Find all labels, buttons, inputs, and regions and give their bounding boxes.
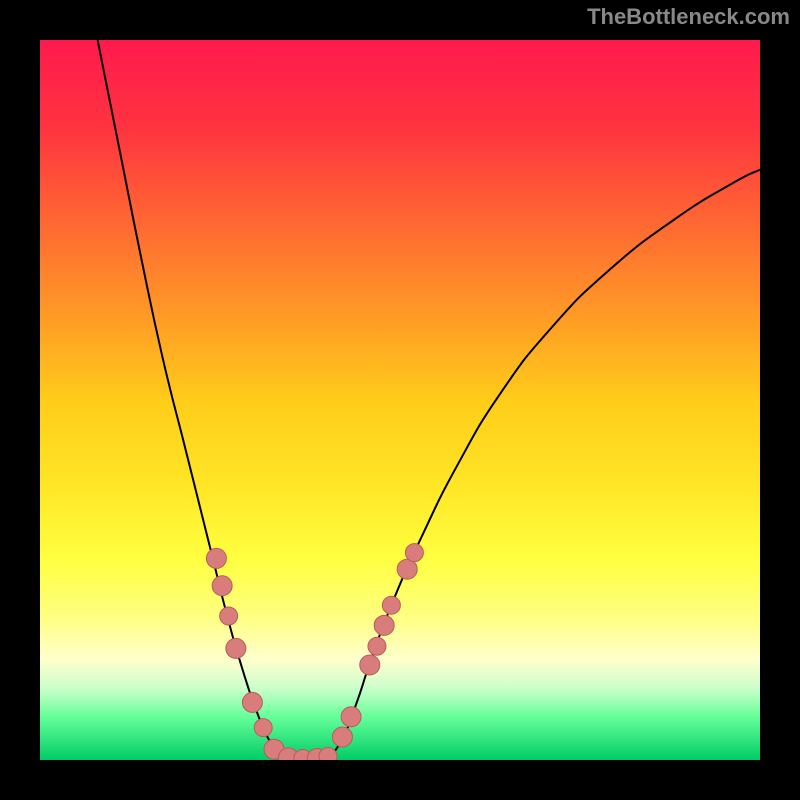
marker-point bbox=[242, 692, 262, 712]
chart-svg bbox=[40, 40, 760, 760]
marker-point bbox=[332, 727, 352, 747]
watermark-text: TheBottleneck.com bbox=[587, 4, 790, 30]
marker-point bbox=[319, 747, 337, 760]
marker-point bbox=[212, 576, 232, 596]
marker-point bbox=[405, 544, 423, 562]
chart-container: TheBottleneck.com bbox=[0, 0, 800, 800]
gradient-background bbox=[40, 40, 760, 760]
marker-point bbox=[220, 607, 238, 625]
marker-point bbox=[341, 707, 361, 727]
marker-point bbox=[254, 719, 272, 737]
marker-point bbox=[397, 559, 417, 579]
marker-point bbox=[360, 655, 380, 675]
marker-point bbox=[374, 615, 394, 635]
marker-point bbox=[226, 638, 246, 658]
marker-point bbox=[368, 637, 386, 655]
marker-point bbox=[206, 548, 226, 568]
plot-area bbox=[40, 40, 760, 760]
marker-point bbox=[382, 596, 400, 614]
